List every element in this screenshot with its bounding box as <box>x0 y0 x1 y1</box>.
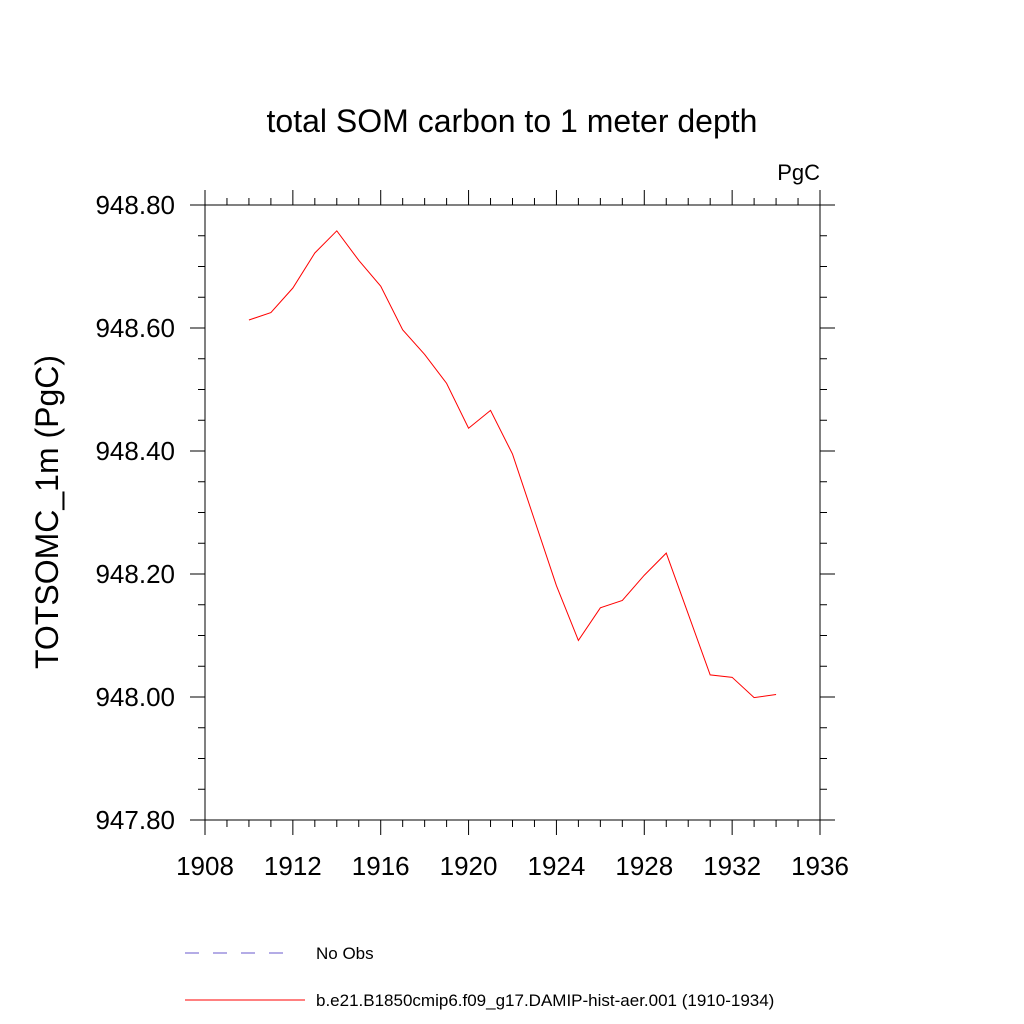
series-layer <box>248 230 777 699</box>
axis-ticks <box>190 190 835 835</box>
y-tick-label: 948.40 <box>95 436 175 466</box>
series-line <box>248 230 777 699</box>
x-tick-label: 1912 <box>264 851 322 881</box>
x-tick-label: 1932 <box>703 851 761 881</box>
chart-title: total SOM carbon to 1 meter depth <box>267 103 758 139</box>
axis-tick-labels: 1908 1912 1916 1920 1924 1928 1932 1936 947.80 94… <box>95 190 848 881</box>
y-axis-label: TOTSOMC_1m (PgC) <box>29 355 65 669</box>
legend-label-no-obs: No Obs <box>316 944 374 963</box>
plot-frame <box>204 204 821 821</box>
y-tick-label: 948.60 <box>95 313 175 343</box>
x-tick-label: 1908 <box>176 851 234 881</box>
y-tick-label: 948.00 <box>95 682 175 712</box>
y-tick-label: 948.20 <box>95 559 175 589</box>
legend-label-series: b.e21.B1850cmip6.f09_g17.DAMIP-hist-aer.… <box>316 991 774 1010</box>
x-tick-label: 1916 <box>352 851 410 881</box>
y-tick-label: 948.80 <box>95 190 175 220</box>
legend: No Obs b.e21.B1850cmip6.f09_g17.DAMIP-hi… <box>185 944 774 1010</box>
x-tick-label: 1920 <box>440 851 498 881</box>
x-tick-label: 1936 <box>791 851 849 881</box>
y-tick-label: 947.80 <box>95 805 175 835</box>
units-label: PgC <box>777 160 820 185</box>
x-tick-label: 1924 <box>528 851 586 881</box>
x-tick-label: 1928 <box>615 851 673 881</box>
